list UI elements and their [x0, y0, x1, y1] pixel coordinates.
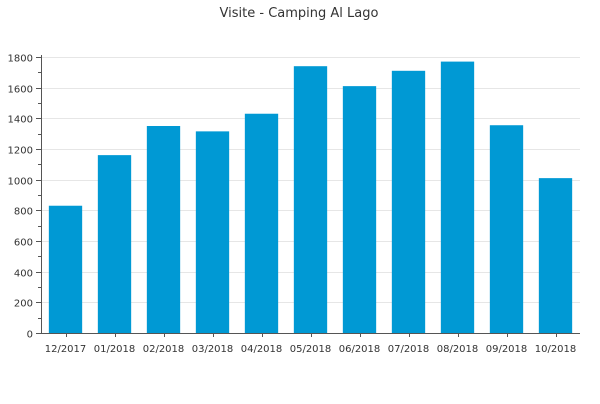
y-tick-label: 1200: [8, 146, 33, 157]
y-tick-label: 1000: [8, 177, 33, 188]
bar: [293, 66, 328, 333]
y-tick-label: 600: [14, 238, 33, 249]
bar: [97, 155, 132, 333]
x-tick-label: 04/2018: [241, 344, 283, 355]
axes: [36, 55, 580, 337]
bar: [391, 70, 426, 334]
x-tick-label: 12/2017: [45, 344, 87, 355]
y-tick-label: 0: [27, 330, 33, 341]
bar: [244, 113, 279, 333]
x-tick-label: 06/2018: [339, 344, 381, 355]
x-tick-label: 08/2018: [437, 344, 479, 355]
y-tick-label: 200: [14, 299, 33, 310]
bar: [440, 61, 475, 333]
y-tick-label: 1800: [8, 54, 33, 65]
y-tick-labels: 0 200 400 600 800 1000 1200 1400 1600 1800: [8, 54, 33, 341]
bar: [342, 86, 377, 333]
y-tick-label: 800: [14, 207, 33, 218]
chart-title: Visite - Camping Al Lago: [220, 6, 379, 21]
bar: [48, 205, 83, 333]
x-tick-label: 05/2018: [290, 344, 332, 355]
bar: [538, 178, 573, 333]
x-tick-labels: 12/2017 01/2018 02/2018 03/2018 04/2018 05/20…: [45, 344, 577, 355]
x-tick-label: 03/2018: [192, 344, 234, 355]
x-tick-label: 10/2018: [535, 344, 577, 355]
x-tick-label: 07/2018: [388, 344, 430, 355]
x-tick-label: 01/2018: [94, 344, 136, 355]
x-tick-label: 09/2018: [486, 344, 528, 355]
x-tick-label: 02/2018: [143, 344, 185, 355]
y-tick-label: 400: [14, 269, 33, 280]
y-tick-label: 1400: [8, 115, 33, 126]
bar: [146, 126, 181, 333]
bar: [489, 125, 524, 333]
bar: [195, 131, 230, 333]
bars: [48, 61, 573, 334]
y-tick-label: 1600: [8, 85, 33, 96]
